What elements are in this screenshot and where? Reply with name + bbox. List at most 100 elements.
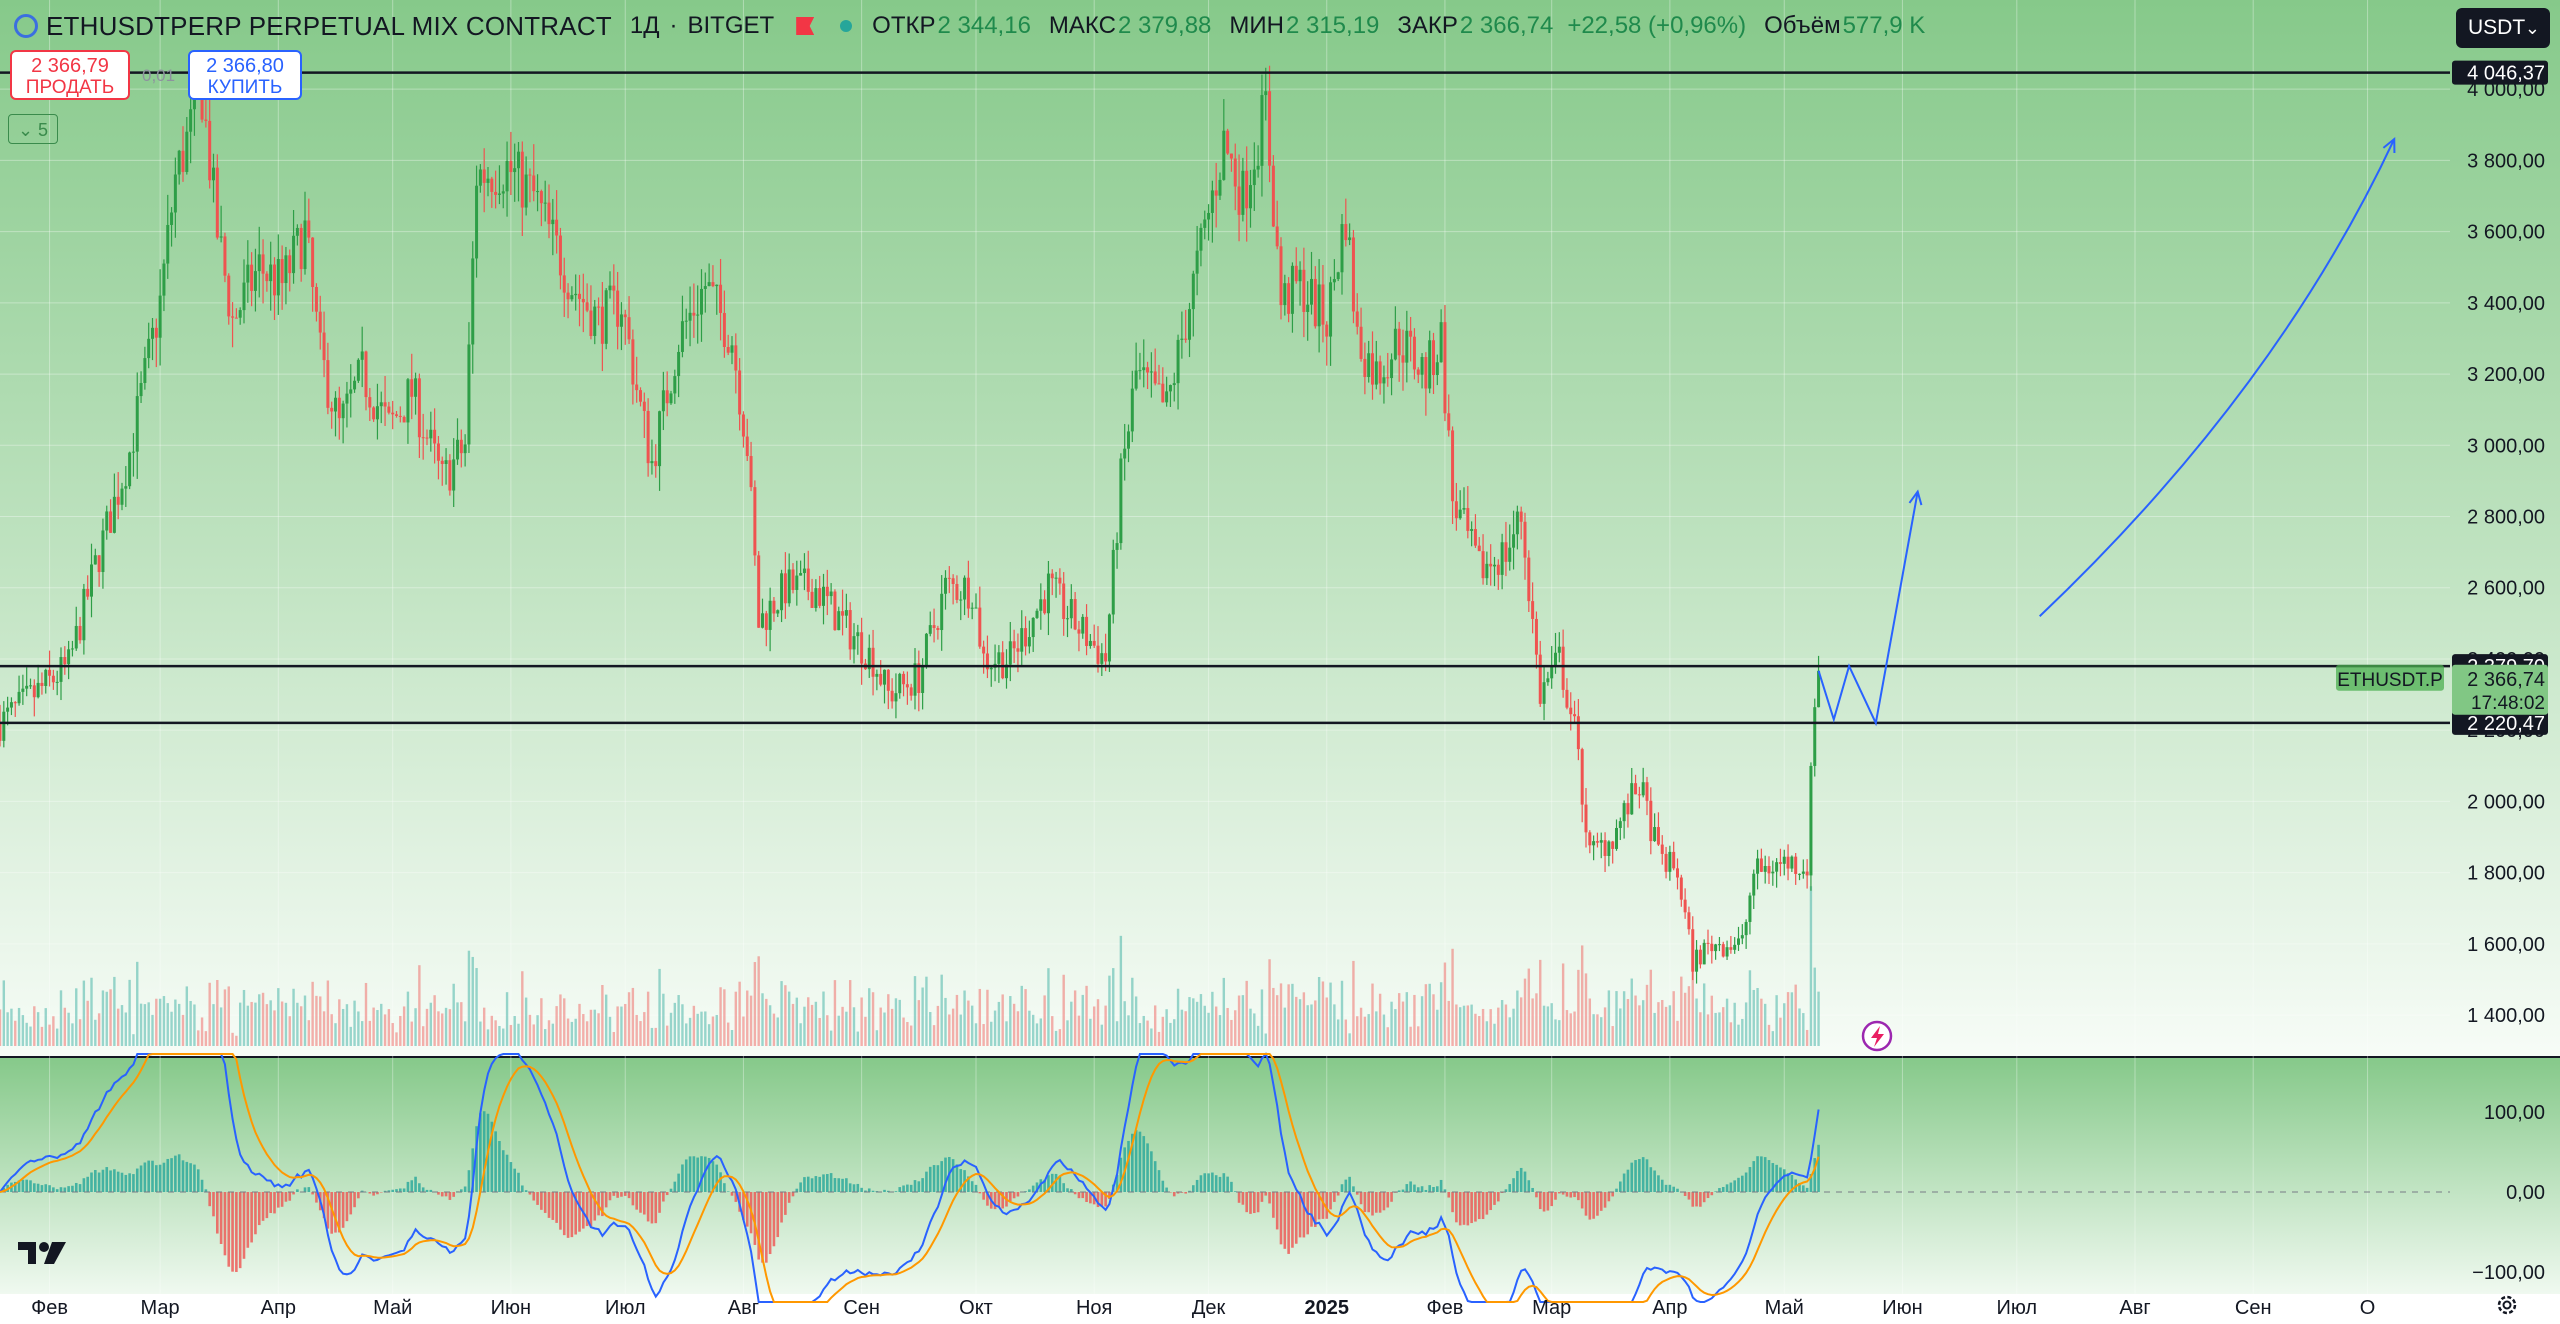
volume-bar: [1077, 1015, 1081, 1046]
macd-histogram-bar: [1375, 1192, 1378, 1213]
candle-body: [1241, 170, 1245, 215]
macd-histogram-bar: [616, 1192, 619, 1198]
volume-bar: [1245, 980, 1248, 1046]
flag-icon[interactable]: [796, 17, 815, 35]
exchange: BITGET: [687, 12, 775, 39]
candle-body: [783, 573, 787, 604]
candle-body: [780, 573, 784, 611]
candle-body: [212, 167, 215, 181]
candle-body: [650, 461, 654, 464]
volume-bar: [482, 1007, 486, 1046]
macd-histogram-bar: [1401, 1189, 1405, 1192]
macd-histogram-bar: [837, 1178, 841, 1192]
candle-body: [29, 685, 32, 687]
macd-histogram-bar: [1527, 1180, 1531, 1192]
macd-histogram-bar: [216, 1192, 219, 1234]
candle-body: [1184, 338, 1188, 340]
volume-bar: [868, 988, 871, 1046]
candle-body: [1432, 340, 1435, 376]
volume-bar: [1409, 1026, 1412, 1046]
time-axis[interactable]: Фев Мар Апр Май Июн Июл Авг Сен Окт Ноя Дек 2025 Фев…: [31, 1297, 2375, 1319]
macd-histogram-bar: [44, 1184, 48, 1192]
projection-curve: [2039, 138, 2396, 617]
macd-histogram-bar: [238, 1192, 242, 1269]
volume-bar: [1207, 1012, 1210, 1046]
horizontal-levels[interactable]: [0, 71, 2450, 725]
volume-bar: [1508, 1017, 1511, 1046]
macd-histogram-bar: [1089, 1192, 1092, 1204]
candle-body: [1264, 91, 1268, 96]
macd-histogram-bar: [765, 1192, 768, 1263]
macd-histogram-bar: [1676, 1188, 1679, 1192]
candle-body: [1111, 549, 1115, 615]
volume-bar: [1439, 982, 1443, 1046]
macd-histogram-bar: [1157, 1170, 1161, 1192]
volume-bar: [894, 998, 898, 1046]
macd-histogram-bar: [1599, 1192, 1603, 1211]
tradingview-logo-icon[interactable]: [18, 1240, 68, 1266]
projection-drawings[interactable]: [1817, 136, 2396, 727]
volume-bar: [1367, 1014, 1370, 1046]
macd-histogram-bar: [368, 1192, 372, 1194]
volume-bar: [10, 1008, 13, 1046]
macd-histogram-bar: [421, 1187, 425, 1192]
candle-body: [436, 443, 440, 461]
alert-lightning-icon[interactable]: [1861, 1020, 1893, 1052]
macd-histogram-bar: [345, 1192, 349, 1222]
candle-body: [231, 316, 235, 318]
candle-body: [1027, 637, 1031, 647]
buy-button[interactable]: 2 366,80 КУПИТЬ: [188, 50, 302, 100]
indicators-toggle-button[interactable]: ⌄ 5: [8, 114, 58, 144]
volume-bar: [1173, 1019, 1176, 1046]
volume-bar: [1657, 1002, 1660, 1046]
volume-bar: [460, 1002, 463, 1046]
macd-histogram-bar: [1012, 1192, 1016, 1199]
symbol-title[interactable]: ETHUSDTPERP PERPETUAL MIX CONTRACT: [46, 10, 612, 41]
volume-value: 577,9 K: [1842, 12, 1926, 39]
candle-body: [1191, 273, 1195, 310]
macd-histogram-bar: [120, 1172, 124, 1192]
volume-bar: [1035, 1023, 1039, 1046]
macd-histogram-bar: [1657, 1175, 1660, 1192]
candle-body: [806, 568, 810, 592]
volume-bar: [879, 1007, 882, 1046]
volume-bar: [639, 1021, 642, 1046]
macd-histogram-bar: [917, 1181, 921, 1192]
candle-body: [379, 402, 383, 407]
volume-bar: [1523, 978, 1527, 1046]
volume-bar: [1554, 1019, 1557, 1046]
macd-histogram-bar: [730, 1192, 734, 1196]
volume-bar: [746, 990, 749, 1046]
volume-bar: [997, 1001, 1001, 1046]
macd-histogram-bar: [1203, 1173, 1207, 1192]
candle-body: [978, 607, 982, 647]
volume-bar: [669, 1012, 673, 1046]
volume-bar: [1519, 997, 1523, 1046]
candle-body: [944, 577, 947, 594]
sell-button[interactable]: 2 366,79 ПРОДАТЬ: [10, 50, 130, 100]
volume-bar: [71, 1023, 74, 1046]
macd-histogram-bar: [1584, 1192, 1588, 1216]
macd-histogram-bar: [1142, 1136, 1146, 1192]
macd-histogram-bar: [681, 1164, 684, 1192]
volume-bar: [128, 979, 131, 1046]
symbol-logo-icon: [14, 14, 38, 38]
macd-histogram-bar: [1218, 1176, 1222, 1192]
macd-histogram-bar: [536, 1192, 539, 1205]
candle-body: [1153, 371, 1157, 384]
volume-bar: [909, 1025, 913, 1046]
candle-body: [1595, 841, 1599, 843]
macd-histogram-bar: [322, 1192, 326, 1219]
interval[interactable]: 1Д: [629, 12, 660, 39]
currency-select[interactable]: USDT ⌄: [2456, 8, 2550, 48]
volume-bar: [1237, 995, 1241, 1046]
gear-icon[interactable]: [2494, 1292, 2520, 1318]
candle-body: [135, 396, 139, 452]
candle-body: [185, 131, 189, 172]
volume-bar: [1718, 1012, 1721, 1046]
macd-histogram-bar: [1192, 1185, 1195, 1192]
macd-histogram-bar: [94, 1169, 97, 1192]
candle-body: [963, 577, 967, 600]
macd-histogram-bar: [387, 1190, 391, 1192]
